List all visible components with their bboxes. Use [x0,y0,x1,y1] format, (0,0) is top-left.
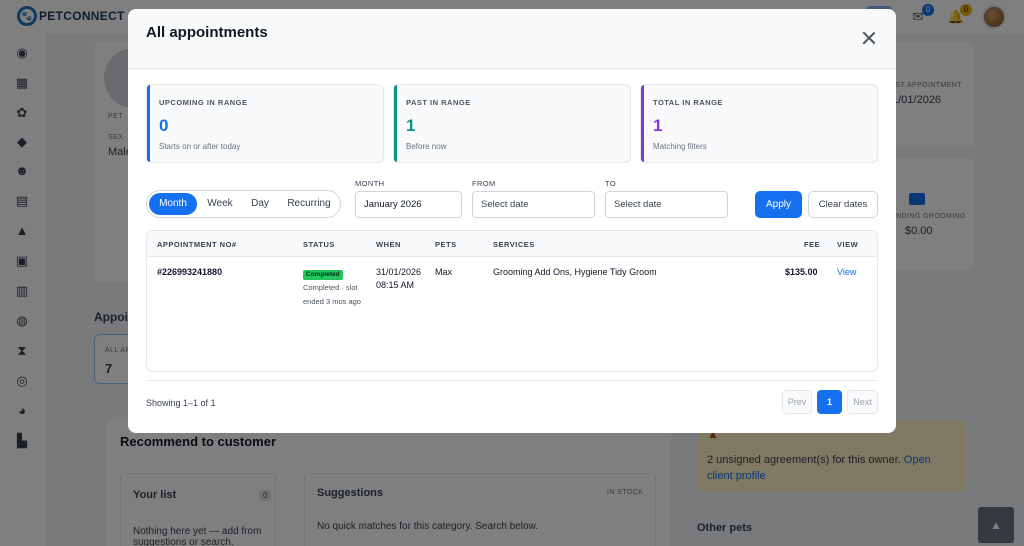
to-date-input[interactable] [605,191,728,218]
fee-cell: $135.00 [785,267,818,277]
stat-accent [394,85,397,162]
stat-accent [641,85,644,162]
next-page-button[interactable]: Next [847,390,878,414]
col-services: SERVICES [493,240,535,249]
stat-label: UPCOMING IN RANGE [159,98,248,107]
view-mode-toggle: Month Week Day Recurring [146,190,341,218]
footer-divider [146,380,878,381]
stat-total: TOTAL IN RANGE 1 Matching filters [640,84,878,163]
view-mode-recurring[interactable]: Recurring [287,198,331,209]
stat-value: 0 [159,116,169,135]
when-date: 31/01/2026 [376,267,422,277]
month-label: MONTH [355,179,385,188]
appointments-modal: All appointments UPCOMING IN RANGE 0 Sta… [128,9,896,433]
when-time: 08:15 AM [376,280,415,290]
clear-dates-button[interactable]: Clear dates [808,191,878,218]
view-mode-month[interactable]: Month [149,193,197,215]
stat-accent [147,85,150,162]
stat-past: PAST IN RANGE 1 Before now [393,84,631,163]
modal-title: All appointments [146,24,268,41]
col-status: STATUS [303,240,335,249]
col-fee: FEE [804,240,821,249]
month-input[interactable] [355,191,462,218]
status-badge: Completed [303,270,343,280]
view-mode-week[interactable]: Week [207,198,233,209]
stat-label: TOTAL IN RANGE [653,98,723,107]
col-when: WHEN [376,240,401,249]
col-view: VIEW [837,240,859,249]
stat-sub: Matching filters [653,142,707,151]
when-cell: 31/01/2026 08:15 AM [376,266,421,292]
col-appointment-no: APPOINTMENT NO# [157,240,237,249]
appointment-number: #226993241880 [157,267,223,277]
close-icon[interactable] [862,31,876,45]
stat-value: 1 [406,116,416,135]
prev-page-button[interactable]: Prev [782,390,812,414]
stat-sub: Before now [406,142,447,151]
status-detail: Completed · slot ended 3 mos ago [303,283,361,306]
view-link[interactable]: View [837,267,857,277]
status-cell: Completed Completed · slot ended 3 mos a… [303,267,363,309]
view-mode-day[interactable]: Day [251,198,269,209]
stat-value: 1 [653,116,663,135]
services-cell: Grooming Add Ons, Hygiene Tidy Groom [493,267,657,277]
col-pets: PETS [435,240,457,249]
stat-label: PAST IN RANGE [406,98,471,107]
stat-upcoming: UPCOMING IN RANGE 0 Starts on or after t… [146,84,384,163]
showing-count: Showing 1–1 of 1 [146,398,216,408]
to-label: TO [605,179,617,188]
apply-button[interactable]: Apply [755,191,802,218]
modal-header: All appointments [128,9,896,69]
pets-cell: Max [435,267,453,277]
appointments-table: APPOINTMENT NO# STATUS WHEN PETS SERVICE… [146,230,878,372]
from-date-input[interactable] [472,191,595,218]
stat-sub: Starts on or after today [159,142,241,151]
table-header: APPOINTMENT NO# STATUS WHEN PETS SERVICE… [147,231,877,257]
from-label: FROM [472,179,496,188]
page-1-button[interactable]: 1 [817,390,842,414]
